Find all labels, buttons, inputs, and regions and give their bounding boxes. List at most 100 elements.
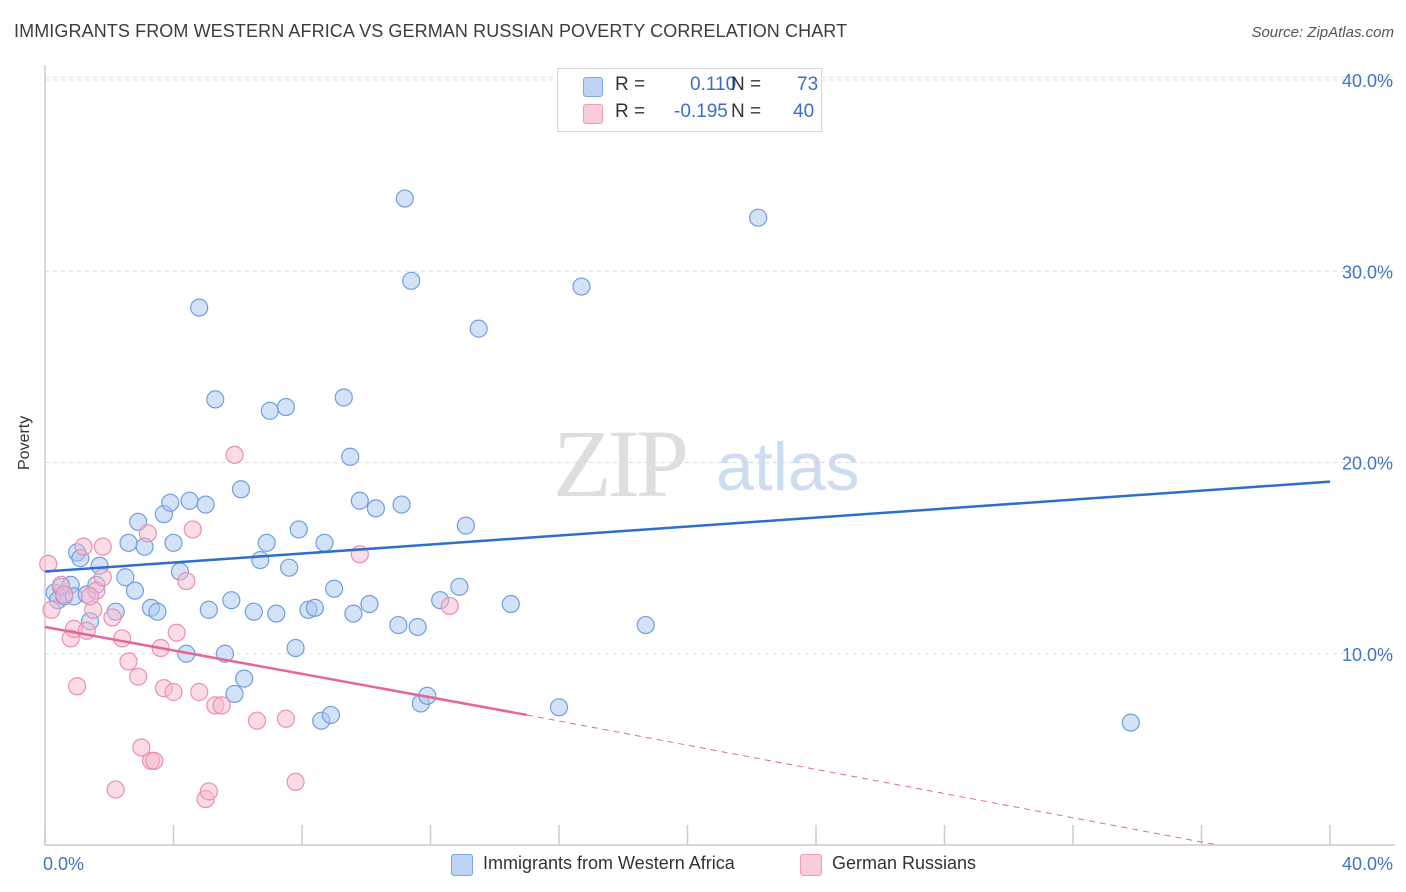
data-point [289, 520, 308, 539]
data-point [366, 499, 385, 518]
data-point [251, 550, 270, 570]
data-point [106, 780, 125, 799]
data-point [132, 738, 151, 757]
bottom-legend-label: Immigrants from Western Africa [483, 853, 735, 873]
data-point [80, 587, 100, 606]
correlation-legend: R = 0.110 N = 73 R = -0.195 N = 40 [557, 68, 822, 132]
data-point [119, 533, 138, 552]
data-point [749, 208, 768, 227]
legend-n-label: N = [731, 74, 762, 95]
data-point [549, 698, 569, 717]
y-tick-label: 30.0% [1342, 262, 1393, 282]
data-point [276, 397, 296, 417]
data-point [177, 571, 196, 591]
data-point [280, 558, 299, 577]
y-tick-label: 40.0% [1342, 71, 1393, 91]
trend-line [44, 480, 1331, 573]
data-point [222, 591, 241, 610]
y-tick-label: 20.0% [1342, 454, 1393, 474]
data-point [103, 608, 122, 627]
legend-n-value: 40 [793, 101, 815, 122]
data-point [161, 493, 180, 512]
data-point [225, 684, 244, 704]
data-point [119, 652, 138, 671]
data-point [74, 537, 93, 556]
data-point [321, 705, 341, 725]
watermark-zip: ZIP [553, 410, 689, 517]
data-point [129, 667, 148, 686]
data-point [148, 602, 167, 621]
data-point [636, 615, 655, 635]
legend-n-label: N = [731, 101, 762, 122]
data-point [334, 388, 353, 407]
data-point [190, 298, 209, 317]
data-point [138, 524, 157, 543]
data-point [360, 594, 379, 614]
data-point [212, 696, 231, 715]
data-point [456, 516, 475, 535]
bottom-legend-swatch-western-africa [451, 854, 473, 876]
data-point [183, 520, 202, 539]
data-point [225, 445, 244, 464]
data-point [440, 596, 459, 616]
legend-r-label: R = [615, 74, 646, 95]
data-point [344, 604, 363, 623]
legend-r-value: -0.195 [674, 101, 728, 122]
data-point [167, 623, 186, 642]
legend-swatch-western-africa [583, 77, 603, 97]
data-point [260, 401, 279, 420]
data-point [190, 682, 209, 702]
bottom-legend-label: German Russians [832, 853, 977, 873]
data-point [1121, 713, 1140, 732]
x-tick-label: 0.0% [43, 854, 84, 874]
watermark-atlas: atlas [716, 429, 860, 505]
trend-line [44, 625, 528, 717]
data-point [116, 568, 135, 587]
data-point [469, 319, 488, 338]
data-point [286, 638, 305, 658]
data-point [199, 782, 218, 801]
data-point [286, 772, 305, 791]
data-point [257, 533, 276, 552]
data-point [231, 480, 251, 499]
x-tick-label: 40.0% [1342, 854, 1393, 874]
data-point [55, 585, 74, 604]
data-point [315, 533, 334, 552]
data-point [196, 495, 215, 514]
data-point [93, 537, 112, 556]
data-point [125, 581, 145, 600]
data-point [572, 277, 591, 296]
data-point [350, 491, 369, 510]
data-point [206, 390, 225, 409]
data-point [164, 682, 183, 702]
data-point [305, 598, 324, 617]
legend-r-value: 0.110 [690, 74, 737, 95]
legend-r-label: R = [615, 101, 646, 122]
data-point [325, 579, 344, 598]
y-tick-label: 10.0% [1342, 645, 1393, 665]
data-point [112, 629, 132, 648]
data-point [180, 491, 199, 510]
data-point [68, 677, 87, 696]
data-point [42, 600, 61, 619]
data-point [341, 447, 360, 466]
trend-line-extension [526, 714, 1218, 846]
source-note: Source: ZipAtlas.com [1251, 24, 1394, 41]
data-point [93, 568, 112, 587]
data-point [389, 615, 408, 635]
data-point [164, 533, 183, 552]
data-point [276, 709, 296, 728]
data-point [235, 669, 254, 688]
data-point [267, 604, 286, 623]
data-point [501, 594, 520, 614]
data-point [247, 711, 267, 730]
data-point [402, 271, 421, 290]
data-point [244, 602, 263, 621]
legend-swatch-german-russians [583, 104, 603, 124]
data-point [145, 751, 164, 770]
chart-title: IMMIGRANTS FROM WESTERN AFRICA VS GERMAN… [14, 21, 848, 41]
data-point [392, 495, 411, 514]
data-point [450, 577, 469, 596]
data-point [395, 189, 414, 208]
